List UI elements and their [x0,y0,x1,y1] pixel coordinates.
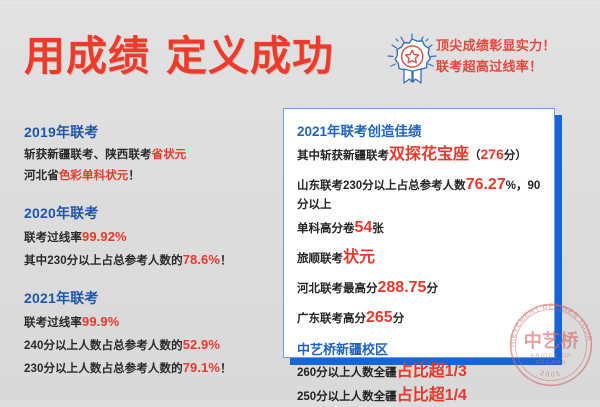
text-fragment: 分 [392,313,405,325]
text-fragment: 79.1% [182,360,221,375]
text-fragment: 250分以上人数全疆 [297,391,397,403]
text-fragment: 省状元 [151,149,187,161]
year-stat-line: 其中230分以上占总参考人数的78.6%！ [24,249,274,272]
text-fragment: 状元 [343,249,376,266]
text-fragment: 分） [503,150,527,162]
card-body: 2021年联考创造佳绩 其中斩获新疆联考双探花宝座（276分） 山东联考230分以… [283,108,555,404]
year-heading: 2019年联考 [24,124,99,140]
text-fragment: （ [469,150,481,162]
text-fragment: 288.75 [377,279,427,296]
page-title-part1: 用成绩 [24,33,150,79]
year-stat-line: 斩获新疆联考、陕西联考省状元 [24,145,274,166]
card-heading: 2021年联考创造佳绩 [297,124,422,139]
top-edge-line [0,2,600,3]
text-fragment: 单科高分卷 [297,223,355,235]
text-fragment: 山东联考230分以上占总参考人数 [297,180,466,192]
badge-line-2: 联考超高过线率！ [436,59,543,74]
text-fragment: 276 [480,146,504,162]
text-fragment: 260分以上人数全疆 [297,367,397,379]
year-block: 2021年联考 联考过线率99.9% 240分以上人数占总参考人数的52.9% 230… [24,288,274,380]
text-fragment: 占比超1/3 [396,363,467,380]
text-fragment: %，90分以上 [297,180,541,211]
card-stat-line: 其中斩获新疆联考双探花宝座（276分） [297,145,542,166]
text-fragment: 张 [372,223,384,235]
page-title: 用成绩 定义成功 [24,30,334,82]
text-fragment: 78.6% [182,252,221,267]
svg-text:BRIDGE OF: BRIDGE OF [530,353,571,359]
badge-text: 顶尖成绩彰显实力！ 联考超高过线率！ [436,35,556,77]
text-fragment: 230分以上人数占总参考人数的 [24,363,183,375]
text-fragment: 76.27 [465,176,506,193]
text-fragment: 广东联考高分 [297,313,366,325]
left-stats-column: 2019年联考 斩获新疆联考、陕西联考省状元 河北省色彩单科状元！ 2020年联考 联考… [24,122,274,396]
card-sub-stat-line: 260分以上人数全疆占比超1/3 [297,362,542,383]
year-heading: 2021年联考 [24,290,99,306]
text-fragment: 54 [354,219,373,236]
text-fragment: 其中斩获新疆联考 [297,150,389,162]
year-stat-line: 联考过线率99.9% [24,311,274,334]
year-stat-line: 230分以上人数占总参考人数的79.1%！ [24,357,274,380]
text-fragment: 联考过线率 [24,317,82,329]
badge: 顶尖成绩彰显实力！ 联考超高过线率！ [384,32,594,90]
text-fragment: 双探花宝座 [389,146,470,163]
text-fragment: 52.9% [182,337,221,352]
card-stat-line: 旅顺联考状元 [297,248,542,269]
text-fragment: 240分以上人数占总参考人数的 [24,340,183,352]
company-seal-stamp: YOUR ACHIEVEMENT DEFINES YOUR SUCCESS 20… [500,291,599,393]
svg-text:中艺桥: 中艺桥 [524,330,579,351]
text-fragment: 联考过线率 [24,232,82,244]
text-fragment: 斩获新疆联考、陕西联考 [24,149,152,161]
card-rows: 其中斩获新疆联考双探花宝座（276分） 山东联考230分以上占总参考人数76.27… [297,145,542,329]
text-fragment: 河北联考最高分 [297,283,378,295]
badge-line-1: 顶尖成绩彰显实力！ [436,38,556,53]
text-fragment: ！ [128,170,141,182]
year-stat-line: 河北省色彩单科状元！ [24,166,274,187]
text-fragment: 色彩单科状元 [58,170,129,182]
text-fragment: 265 [366,309,393,326]
year-heading: 2020年联考 [24,205,99,221]
year-block: 2020年联考 联考过线率99.92% 其中230分以上占总参考人数的78.6%！ [24,203,274,272]
text-fragment: 占比超1/4 [396,387,467,404]
text-fragment: 河北省 [24,170,59,182]
text-fragment: ！ [220,255,232,267]
text-fragment: 旅顺联考 [297,253,343,265]
text-fragment: 99.92% [82,229,127,244]
card-stat-line: 单科高分卷54张 [297,218,542,239]
year-block: 2019年联考 斩获新疆联考、陕西联考省状元 河北省色彩单科状元！ [24,122,274,187]
text-fragment: ！ [220,363,232,375]
card-sub-heading: 中艺桥新疆校区 [297,342,389,357]
year-stat-line: 联考过线率99.92% [24,226,274,249]
card-stat-line: 河北联考最高分288.75分 [297,278,542,299]
text-fragment: 其中230分以上占总参考人数的 [24,255,183,267]
card-stat-line: 广东联考高分265分 [297,308,542,329]
svg-text:DREAMS: DREAMS [536,360,567,366]
year-stat-line: 240分以上人数占总参考人数的52.9% [24,334,274,357]
text-fragment: 分 [426,283,438,295]
svg-text:2005: 2005 [539,370,562,379]
page-title-part2: 定义成功 [166,33,334,79]
award-rosette-icon [384,32,440,88]
text-fragment: 99.9% [82,314,120,329]
highlight-card: 2021年联考创造佳绩 其中斩获新疆联考双探花宝座（276分） 山东联考230分以… [283,108,562,404]
card-stat-line: 山东联考230分以上占总参考人数76.27%，90分以上 [297,175,542,215]
